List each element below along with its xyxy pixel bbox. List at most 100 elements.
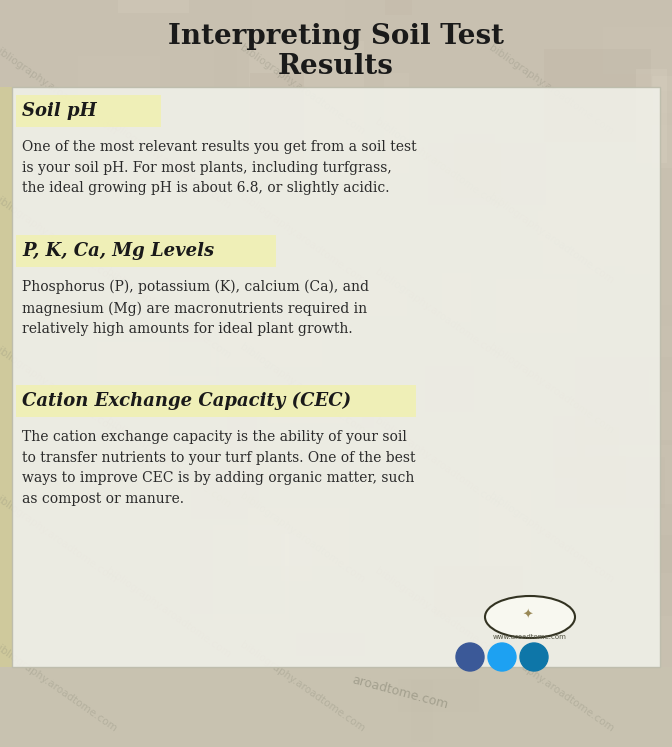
Bar: [657, 392, 672, 440]
Text: Interpreting Soil Test: Interpreting Soil Test: [168, 23, 504, 51]
Bar: [384, 0, 412, 15]
Text: bibliography.aroadtome.com: bibliography.aroadtome.com: [0, 341, 118, 436]
Text: One of the most relevant results you get from a soil test
is your soil pH. For m: One of the most relevant results you get…: [22, 140, 417, 195]
Bar: [213, 525, 289, 621]
Bar: [478, 490, 531, 570]
Bar: [296, 633, 366, 656]
Text: bibliography.aroadtome.com: bibliography.aroadtome.com: [103, 416, 233, 510]
Text: bibliography.aroadtome.com: bibliography.aroadtome.com: [238, 43, 367, 137]
Bar: [509, 713, 541, 737]
Bar: [425, 366, 474, 412]
Bar: [569, 408, 672, 482]
Bar: [422, 550, 449, 602]
Text: bibliography.aroadtome.com: bibliography.aroadtome.com: [487, 640, 616, 734]
Bar: [134, 147, 233, 216]
Text: bibliography.aroadtome.com: bibliography.aroadtome.com: [0, 491, 118, 585]
Text: Results: Results: [278, 54, 394, 81]
Text: bibliography.aroadtome.com: bibliography.aroadtome.com: [372, 117, 501, 211]
Bar: [396, 0, 465, 16]
Text: bibliography.aroadtome.com: bibliography.aroadtome.com: [238, 341, 367, 436]
Bar: [442, 273, 471, 323]
Bar: [16, 385, 416, 417]
Bar: [104, 0, 208, 13]
Bar: [652, 90, 672, 125]
Bar: [67, 373, 120, 404]
Text: bibliography.aroadtome.com: bibliography.aroadtome.com: [372, 416, 501, 510]
Bar: [252, 0, 345, 37]
Text: bibliography.aroadtome.com: bibliography.aroadtome.com: [238, 491, 367, 585]
Bar: [0, 667, 672, 747]
Bar: [122, 146, 185, 183]
Bar: [394, 0, 475, 26]
Bar: [116, 353, 176, 423]
Bar: [457, 144, 501, 194]
Bar: [267, 19, 301, 81]
Bar: [655, 503, 672, 573]
Bar: [604, 266, 625, 294]
Text: aroadtome.com: aroadtome.com: [350, 673, 450, 711]
Text: bibliography.aroadtome.com: bibliography.aroadtome.com: [0, 192, 118, 286]
Bar: [384, 73, 409, 173]
Bar: [280, 534, 312, 581]
Bar: [351, 399, 374, 427]
Bar: [16, 95, 161, 127]
Bar: [615, 376, 636, 471]
Bar: [0, 87, 12, 667]
Text: bibliography.aroadtome.com: bibliography.aroadtome.com: [372, 267, 501, 361]
Bar: [411, 680, 433, 742]
Bar: [659, 535, 672, 616]
Bar: [110, 672, 194, 694]
Text: Phosphorus (P), potassium (K), calcium (Ca), and
magnesium (Mg) are macronutrien: Phosphorus (P), potassium (K), calcium (…: [22, 280, 369, 336]
Text: Cation Exchange Capacity (CEC): Cation Exchange Capacity (CEC): [22, 392, 351, 410]
Text: bibliography.aroadtome.com: bibliography.aroadtome.com: [487, 43, 616, 137]
Bar: [227, 400, 257, 466]
Text: bibliography.aroadtome.com: bibliography.aroadtome.com: [487, 192, 616, 286]
Text: bibliography.aroadtome.com: bibliography.aroadtome.com: [103, 565, 233, 660]
Bar: [153, 339, 255, 428]
Bar: [553, 416, 585, 478]
Bar: [249, 41, 364, 140]
FancyBboxPatch shape: [12, 87, 660, 667]
Bar: [370, 369, 478, 417]
Bar: [175, 675, 289, 736]
Bar: [398, 679, 479, 713]
Bar: [562, 193, 623, 227]
Bar: [211, 327, 322, 367]
Text: bibliography.aroadtome.com: bibliography.aroadtome.com: [238, 640, 367, 734]
Bar: [544, 49, 650, 142]
Bar: [543, 190, 650, 274]
Text: The cation exchange capacity is the ability of your soil
to transfer nutrients t: The cation exchange capacity is the abil…: [22, 430, 415, 506]
Bar: [633, 305, 672, 326]
Bar: [636, 69, 667, 164]
Bar: [603, 27, 672, 75]
Bar: [249, 509, 349, 566]
Bar: [97, 342, 216, 382]
Circle shape: [520, 643, 548, 671]
Bar: [50, 0, 147, 10]
Bar: [632, 366, 672, 459]
Bar: [648, 370, 672, 406]
Circle shape: [456, 643, 484, 671]
Bar: [214, 31, 237, 116]
Bar: [454, 134, 495, 198]
Circle shape: [488, 643, 516, 671]
Text: www.aroadtome.com: www.aroadtome.com: [493, 634, 567, 640]
Bar: [433, 565, 523, 617]
Text: bibliography.aroadtome.com: bibliography.aroadtome.com: [238, 192, 367, 286]
Bar: [78, 56, 160, 102]
Bar: [496, 279, 577, 333]
Bar: [132, 662, 184, 713]
Bar: [144, 396, 168, 465]
Bar: [250, 72, 304, 167]
Bar: [593, 456, 626, 505]
Bar: [136, 0, 216, 43]
Bar: [428, 143, 546, 205]
Bar: [338, 280, 407, 316]
Bar: [191, 463, 259, 519]
Text: Soil pH: Soil pH: [22, 102, 97, 120]
Bar: [16, 235, 276, 267]
Text: bibliography.aroadtome.com: bibliography.aroadtome.com: [103, 117, 233, 211]
Bar: [360, 634, 464, 680]
Bar: [466, 464, 579, 487]
Bar: [147, 305, 208, 330]
